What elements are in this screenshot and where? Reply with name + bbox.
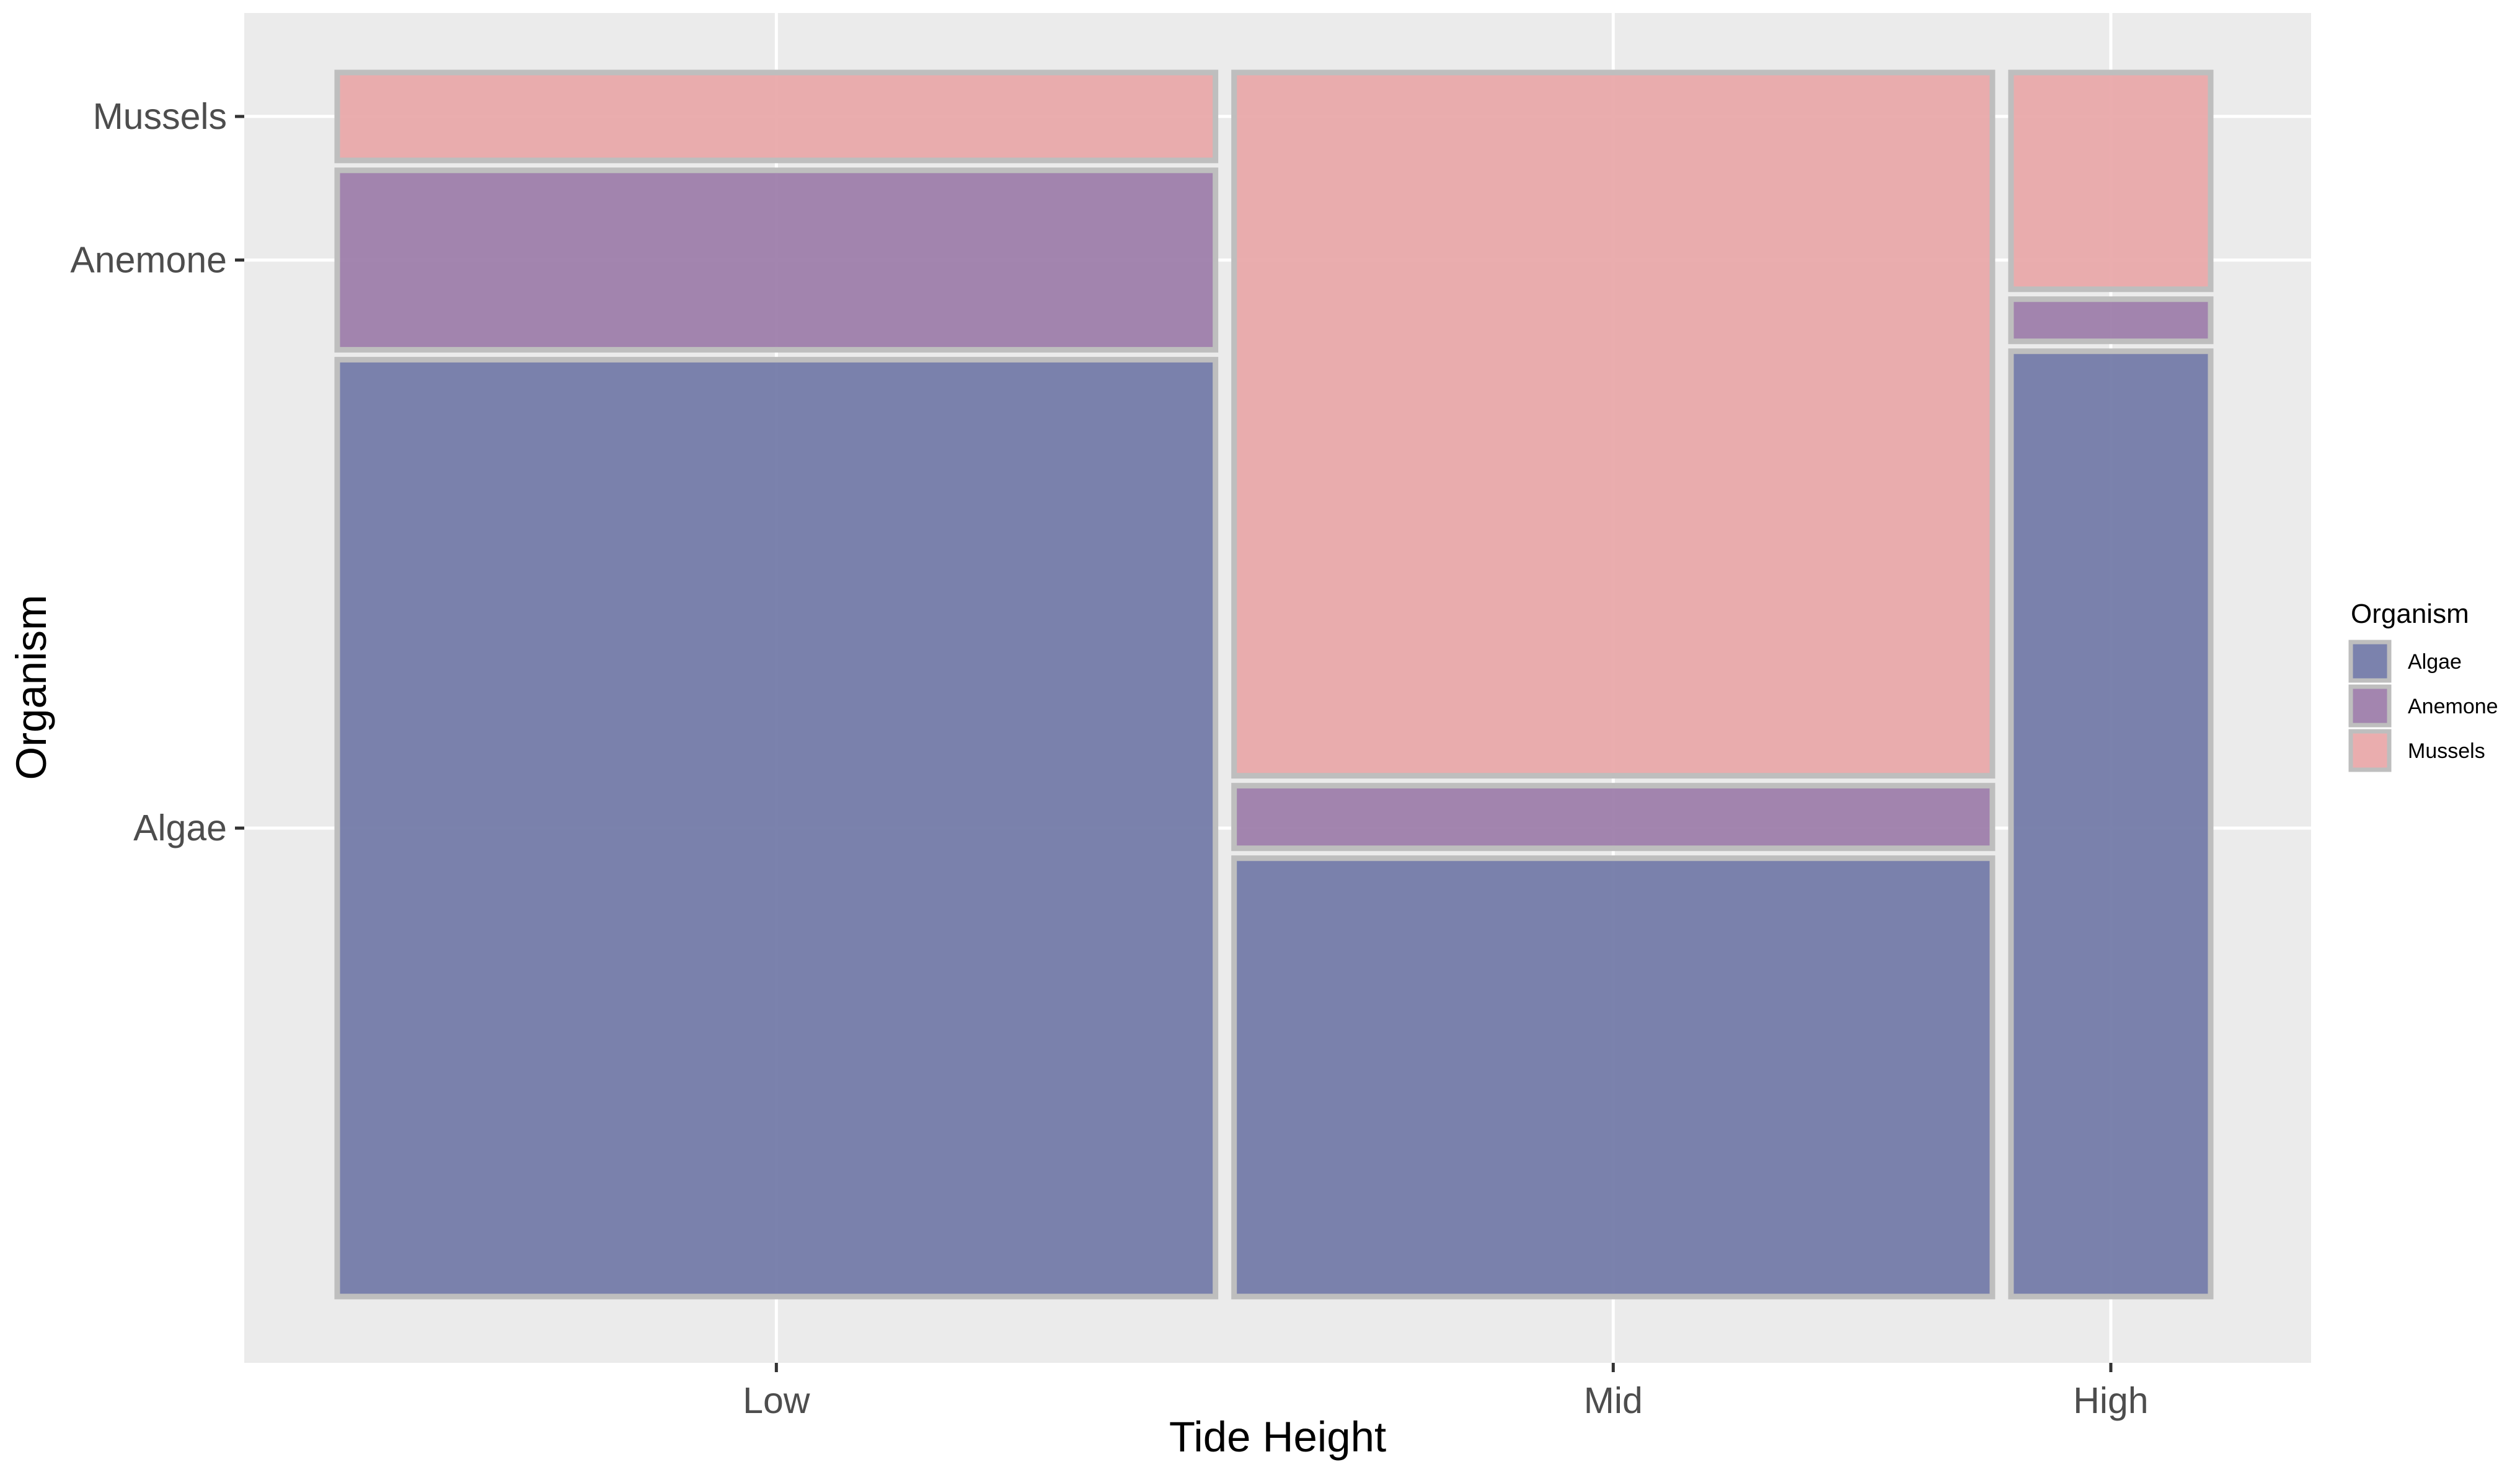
y-tick-label-anemone: Anemone xyxy=(70,240,227,281)
y-tick-label-mussels: Mussels xyxy=(93,96,227,137)
legend-key-anemone xyxy=(2348,684,2392,728)
tile-low-mussels xyxy=(334,69,1219,164)
y-axis-title: Organism xyxy=(7,594,55,780)
x-tick-label-low: Low xyxy=(743,1380,810,1421)
tile-high-mussels xyxy=(2008,69,2214,293)
x-tick-label-high: High xyxy=(2073,1380,2148,1421)
tile-mid-anemone xyxy=(1231,783,1996,852)
legend-label-anemone: Anemone xyxy=(2408,695,2498,718)
legend-key-mussels xyxy=(2348,729,2392,772)
legend: Organism Algae Anemone Mussels xyxy=(2348,599,2498,772)
tile-mid-algae xyxy=(1231,855,1996,1300)
tile-low-algae xyxy=(334,356,1219,1300)
mosaic-tiles xyxy=(334,69,2214,1300)
tile-low-anemone xyxy=(334,167,1219,353)
tile-high-algae xyxy=(2008,348,2214,1300)
legend-items: Algae Anemone Mussels xyxy=(2348,640,2498,772)
x-tick-label-mid: Mid xyxy=(1584,1380,1643,1421)
legend-title: Organism xyxy=(2351,599,2469,629)
y-axis: Algae Anemone Mussels xyxy=(70,96,244,848)
x-axis: Low Mid High xyxy=(743,1363,2149,1421)
tile-mid-mussels xyxy=(1231,69,1996,779)
tile-high-anemone xyxy=(2008,296,2214,345)
x-axis-title: Tide Height xyxy=(1169,1413,1386,1461)
legend-label-mussels: Mussels xyxy=(2408,739,2485,763)
legend-key-algae xyxy=(2348,640,2392,683)
legend-label-algae: Algae xyxy=(2408,650,2462,674)
y-tick-label-algae: Algae xyxy=(133,808,227,848)
